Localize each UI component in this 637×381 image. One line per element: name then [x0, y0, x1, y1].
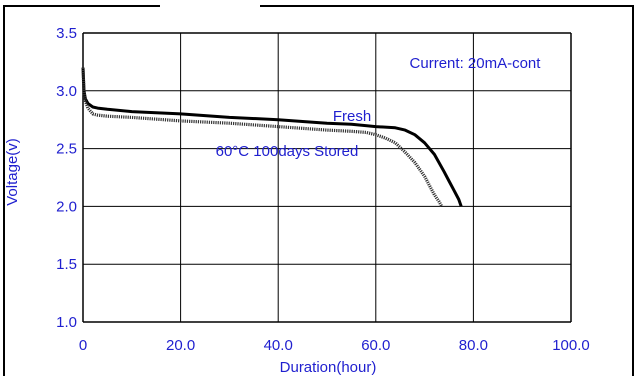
series-label-fresh: Fresh: [333, 108, 371, 125]
x-tick-labels: 0 20.0 40.0 60.0 80.0 100.0: [79, 337, 590, 354]
x-tick-label: 80.0: [459, 337, 488, 354]
outer-frame-right: [260, 5, 634, 376]
y-tick-label: 3.5: [56, 25, 77, 42]
x-tick-label: 100.0: [552, 337, 590, 354]
outer-frame-left: [3, 5, 160, 376]
y-tick-label: 3.0: [56, 83, 77, 100]
grid-lines: [82, 32, 572, 323]
series-layer: [81, 67, 463, 208]
series-line-fresh: [81, 67, 463, 207]
x-axis-label: Duration(hour): [280, 359, 377, 376]
x-tick-label: 40.0: [264, 337, 293, 354]
x-tick-label: 0: [79, 337, 87, 354]
y-axis-label: Voltage(v): [4, 138, 21, 206]
x-tick-label: 20.0: [166, 337, 195, 354]
y-tick-label: 1.0: [56, 314, 77, 331]
y-tick-label: 2.5: [56, 141, 77, 158]
y-tick-labels: 1.0 1.5 2.0 2.5 3.0 3.5: [56, 25, 77, 331]
y-tick-label: 1.5: [56, 256, 77, 273]
current-annotation: Current: 20mA-cont: [410, 55, 542, 72]
x-tick-label: 60.0: [361, 337, 390, 354]
y-tick-label: 2.0: [56, 198, 77, 215]
series-line-stored: [81, 67, 444, 208]
series-label-stored: 60°C 100days Stored: [216, 143, 359, 160]
